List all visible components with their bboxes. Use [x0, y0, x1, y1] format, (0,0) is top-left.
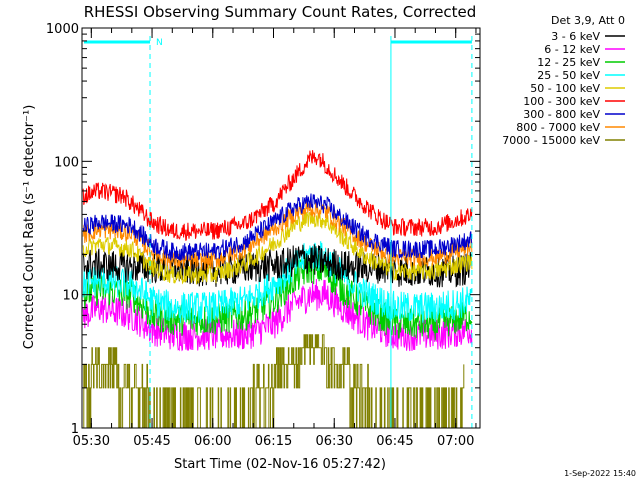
legend-entry-label: 3 - 6 keV: [551, 30, 600, 43]
x-axis-label: Start Time (02-Nov-16 05:27:42): [174, 457, 386, 472]
legend-title: Det 3,9, Att 0: [551, 14, 625, 27]
x-tick-label: 05:45: [133, 434, 170, 449]
x-tick-label: 06:00: [194, 434, 231, 449]
legend-entry-label: 800 - 7000 keV: [516, 121, 600, 134]
series-line-4: [82, 210, 473, 285]
legend-entry-label: 300 - 800 keV: [523, 108, 600, 121]
x-tick-label: 06:15: [255, 434, 292, 449]
y-tick-label: 1: [71, 422, 79, 437]
series-line-5: [82, 150, 473, 241]
x-tick-label: 06:30: [316, 434, 353, 449]
axes: N 1 10 100 1000 05:30 05:45 06:00 06:15 06:30 06:4…: [46, 22, 481, 449]
y-tick-label: 100: [54, 155, 79, 170]
night-marker-label: N: [156, 38, 163, 48]
series-line-7: [82, 199, 473, 271]
plot-frame: [81, 27, 481, 429]
y-tick-label: 10: [62, 289, 79, 304]
legend-entry-label: 6 - 12 keV: [544, 43, 600, 56]
timestamp: 1-Sep-2022 15:40: [564, 469, 636, 478]
plot-area: [82, 150, 473, 429]
legend-entry-label: 7000 - 15000 keV: [502, 134, 600, 147]
series-line-6: [82, 193, 473, 261]
x-tick-label: 05:30: [73, 434, 110, 449]
legend-entry-label: 100 - 300 keV: [523, 95, 600, 108]
legend-entry-label: 12 - 25 keV: [537, 56, 600, 69]
chart-title: RHESSI Observing Summary Count Rates, Co…: [84, 3, 477, 21]
series-line-1: [82, 278, 473, 352]
legend-entry-label: 50 - 100 keV: [530, 82, 600, 95]
y-tick-label: 1000: [46, 22, 79, 37]
legend-entry-label: 25 - 50 keV: [537, 69, 600, 82]
y-axis-label: Corrected Count Rate (s⁻¹ detector⁻¹): [22, 105, 37, 350]
x-tick-label: 07:00: [437, 434, 474, 449]
series-line-3: [82, 241, 473, 324]
series-line-8: [83, 334, 465, 429]
x-tick-label: 06:45: [376, 434, 413, 449]
